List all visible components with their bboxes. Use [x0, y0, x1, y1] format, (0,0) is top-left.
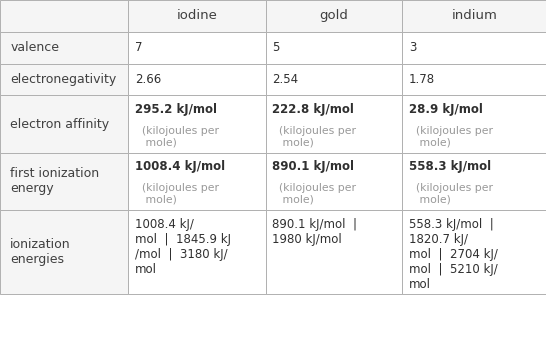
Text: (kilojoules per
 mole): (kilojoules per mole)	[142, 126, 219, 147]
Text: (kilojoules per
 mole): (kilojoules per mole)	[279, 183, 357, 204]
Bar	[128, 32, 266, 64]
Bar	[0, 32, 128, 64]
Text: 558.3 kJ/mol: 558.3 kJ/mol	[409, 160, 491, 173]
Bar	[402, 210, 546, 294]
Text: 3: 3	[409, 41, 417, 54]
Text: (kilojoules per
 mole): (kilojoules per mole)	[142, 183, 219, 204]
Text: iodine: iodine	[177, 9, 217, 22]
Bar	[266, 0, 402, 32]
Text: (kilojoules per
 mole): (kilojoules per mole)	[416, 126, 493, 147]
Text: electronegativity: electronegativity	[10, 73, 116, 86]
Text: first ionization
energy: first ionization energy	[10, 167, 99, 195]
Bar	[402, 95, 546, 153]
Bar	[0, 95, 128, 153]
Text: 558.3 kJ/mol  |
1820.7 kJ/
mol  |  2704 kJ/
mol  |  5210 kJ/
mol: 558.3 kJ/mol | 1820.7 kJ/ mol | 2704 kJ/…	[409, 218, 498, 291]
Text: 295.2 kJ/mol: 295.2 kJ/mol	[135, 103, 217, 116]
Text: 5: 5	[272, 41, 280, 54]
Text: 1008.4 kJ/mol: 1008.4 kJ/mol	[135, 160, 225, 173]
Bar	[266, 32, 402, 64]
Text: 28.9 kJ/mol: 28.9 kJ/mol	[409, 103, 483, 116]
Text: electron affinity: electron affinity	[10, 118, 109, 130]
Bar	[0, 210, 128, 294]
Bar	[402, 0, 546, 32]
Bar	[266, 153, 402, 210]
Bar	[402, 32, 546, 64]
Bar	[402, 64, 546, 95]
Bar	[128, 153, 266, 210]
Text: ionization
energies: ionization energies	[10, 238, 71, 266]
Text: (kilojoules per
 mole): (kilojoules per mole)	[279, 126, 357, 147]
Bar	[128, 95, 266, 153]
Text: gold: gold	[320, 9, 348, 22]
Bar	[402, 153, 546, 210]
Text: 1008.4 kJ/
mol  |  1845.9 kJ
/mol  |  3180 kJ/
mol: 1008.4 kJ/ mol | 1845.9 kJ /mol | 3180 k…	[135, 218, 231, 276]
Text: 890.1 kJ/mol: 890.1 kJ/mol	[272, 160, 354, 173]
Bar	[128, 0, 266, 32]
Bar	[266, 64, 402, 95]
Text: 7: 7	[135, 41, 143, 54]
Text: valence: valence	[10, 41, 60, 54]
Text: 2.66: 2.66	[135, 73, 161, 86]
Text: 2.54: 2.54	[272, 73, 299, 86]
Text: 1.78: 1.78	[409, 73, 435, 86]
Bar	[128, 210, 266, 294]
Text: (kilojoules per
 mole): (kilojoules per mole)	[416, 183, 493, 204]
Text: 890.1 kJ/mol  |
1980 kJ/mol: 890.1 kJ/mol | 1980 kJ/mol	[272, 218, 358, 246]
Bar	[266, 95, 402, 153]
Bar	[0, 64, 128, 95]
Text: indium: indium	[451, 9, 497, 22]
Bar	[266, 210, 402, 294]
Text: 222.8 kJ/mol: 222.8 kJ/mol	[272, 103, 354, 116]
Bar	[0, 0, 128, 32]
Bar	[128, 64, 266, 95]
Bar	[0, 153, 128, 210]
